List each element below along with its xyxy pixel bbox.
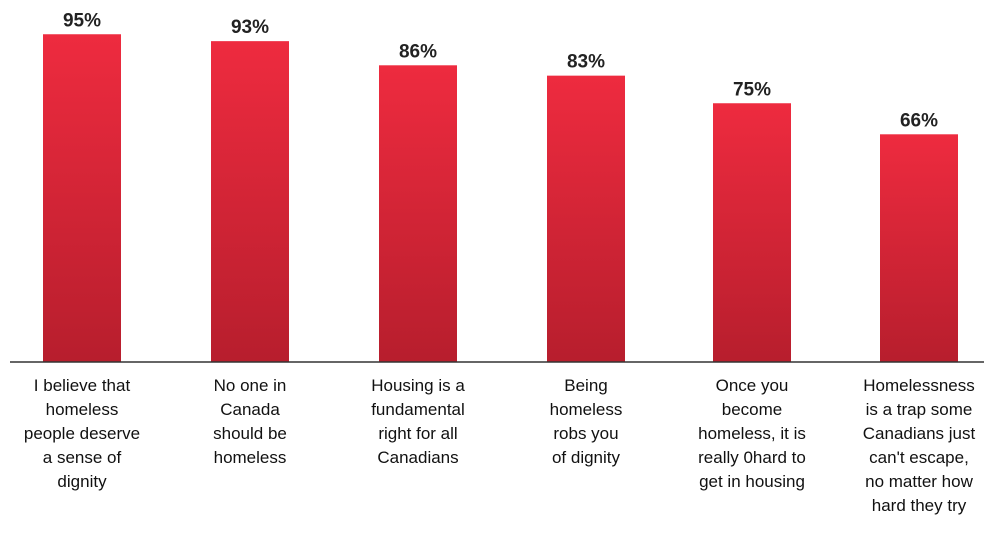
category-label-2: No one in Canada should be homeless [213, 376, 287, 467]
bars-group [43, 34, 958, 363]
category-label-1: I believe that homeless people deserve a… [23, 376, 141, 491]
value-label-6: 66% [900, 110, 938, 131]
bar-4 [547, 75, 625, 363]
bar-6 [880, 134, 958, 362]
value-label-2: 93% [231, 17, 269, 38]
category-label-6: Homelessness is a trap some Canadians ju… [862, 376, 976, 515]
value-label-4: 83% [567, 52, 605, 73]
bar-2 [211, 41, 289, 363]
bar-5 [713, 103, 791, 362]
bar-3 [379, 65, 457, 363]
value-label-5: 75% [733, 79, 771, 100]
category-label-5: Once you become homeless, it is really 0… [698, 376, 806, 491]
value-labels-group: 95% 93% 86% 83% 75% 66% [63, 10, 938, 131]
bar-1 [43, 34, 121, 362]
value-label-1: 95% [63, 10, 101, 31]
category-label-4: Being homeless robs you of dignity [549, 376, 623, 467]
value-label-3: 86% [399, 41, 437, 62]
category-label-3: Housing is a fundamental right for all C… [371, 376, 465, 467]
